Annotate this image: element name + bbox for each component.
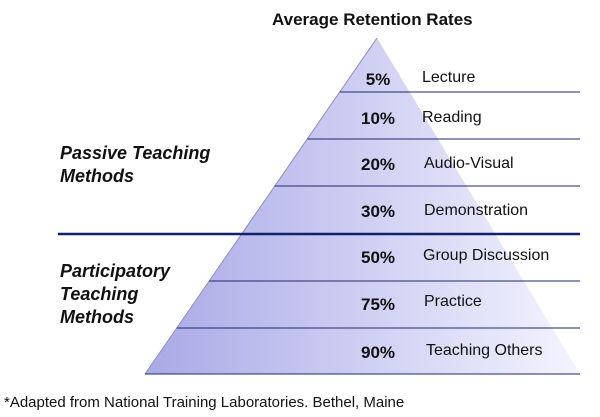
row-method-lecture: Lecture: [422, 69, 476, 86]
pyramid-triangle: [145, 38, 580, 374]
row-percent-audio-visual: 20%: [360, 155, 396, 174]
row-method-group-discussion: Group Discussion: [423, 247, 550, 264]
row-method-practice: Practice: [424, 293, 482, 310]
source-footnote: *Adapted from National Training Laborato…: [4, 394, 405, 411]
row-method-teaching-others: Teaching Others: [426, 342, 543, 359]
row-percent-practice: 75%: [360, 295, 396, 314]
row-percent-group-discussion: 50%: [360, 248, 396, 267]
row-method-demonstration: Demonstration: [424, 202, 529, 219]
diagram-title: Average Retention Rates: [272, 10, 473, 29]
row-percent-lecture: 5%: [365, 70, 391, 89]
participatory-methods-label: Participatory Teaching Methods: [60, 261, 171, 327]
row-method-audio-visual: Audio-Visual: [424, 155, 514, 172]
pyramid-left-edge: [144, 37, 378, 375]
row-method-reading: Reading: [422, 109, 482, 126]
row-percent-teaching-others: 90%: [360, 343, 396, 362]
row-percent-reading: 10%: [360, 109, 396, 128]
passive-methods-label: Passive Teaching Methods: [60, 143, 211, 186]
row-percent-demonstration: 30%: [360, 202, 396, 221]
